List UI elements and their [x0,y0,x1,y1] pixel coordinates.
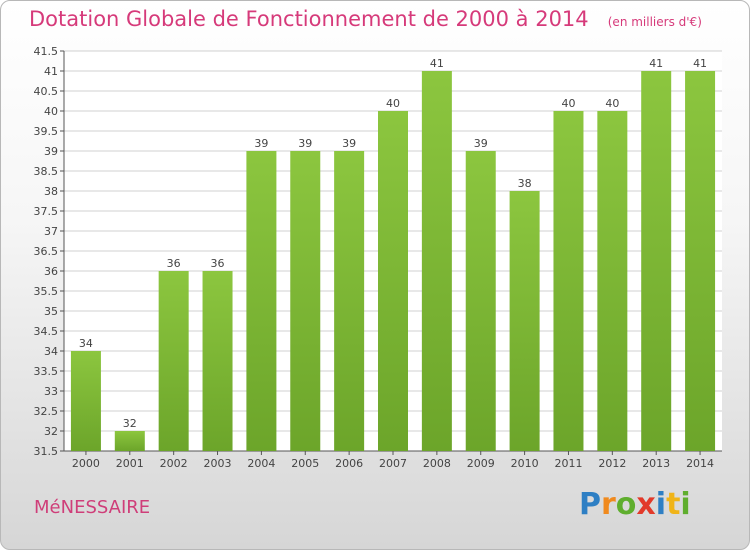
bar-value-label: 34 [79,337,93,350]
y-tick-label: 35.5 [34,285,59,298]
bar-value-label: 32 [123,417,137,430]
y-tick-label: 36.5 [34,245,59,258]
x-tick-label: 2013 [642,457,670,470]
bar-value-label: 39 [342,137,356,150]
bar-value-label: 41 [430,57,444,70]
x-tick-label: 2014 [686,457,714,470]
bar [509,191,540,451]
y-tick-label: 34.5 [34,325,59,338]
proxiti-logo: Proxiti [579,487,691,522]
y-tick-label: 40 [44,105,58,118]
y-tick-label: 33 [44,385,58,398]
y-tick-label: 41 [44,65,58,78]
chart-title: Dotation Globale de Fonctionnement de 20… [29,7,589,31]
y-tick-label: 38.5 [34,165,59,178]
x-tick-label: 2011 [554,457,582,470]
bar [465,151,496,451]
y-tick-label: 34 [44,345,58,358]
y-tick-label: 35 [44,305,58,318]
bar-value-label: 38 [518,177,532,190]
bar [158,271,189,451]
y-tick-label: 32.5 [34,405,59,418]
bar [202,271,233,451]
y-tick-label: 37 [44,225,58,238]
commune-name: MéNESSAIRE [34,497,151,518]
bar [378,111,408,451]
bar-value-label: 40 [561,97,575,110]
chart-subtitle: (en milliers d'€) [607,15,702,29]
bar-value-label: 40 [386,97,400,110]
y-tick-label: 36 [44,265,58,278]
bar [553,111,584,451]
bar-value-label: 41 [649,57,663,70]
bar-value-label: 40 [605,97,619,110]
y-tick-label: 39.5 [34,125,59,138]
x-tick-label: 2005 [291,457,319,470]
x-tick-label: 2007 [379,457,407,470]
x-tick-label: 2008 [423,457,451,470]
x-tick-label: 2000 [72,457,100,470]
title-row: Dotation Globale de Fonctionnement de 20… [29,7,702,31]
bar [685,71,716,451]
x-tick-label: 2012 [598,457,626,470]
y-tick-label: 37.5 [34,205,59,218]
bar-value-label: 39 [298,137,312,150]
bar-value-label: 36 [211,257,225,270]
bar [597,111,628,451]
y-tick-label: 41.5 [34,45,59,58]
bar-value-label: 39 [474,137,488,150]
x-tick-label: 2006 [335,457,363,470]
x-tick-label: 2002 [160,457,188,470]
x-tick-label: 2003 [204,457,232,470]
x-tick-label: 2001 [116,457,144,470]
bar-value-label: 39 [254,137,268,150]
bar [641,71,672,451]
bar [114,431,145,451]
bar [246,151,277,451]
y-tick-label: 32 [44,425,58,438]
bar [334,151,365,451]
x-tick-label: 2009 [467,457,495,470]
bar [70,351,101,451]
y-tick-label: 33.5 [34,365,59,378]
bar-value-label: 36 [167,257,181,270]
y-tick-label: 38 [44,185,58,198]
bar [290,151,321,451]
y-tick-label: 31.5 [34,445,59,458]
y-tick-label: 39 [44,145,58,158]
x-tick-label: 2010 [511,457,539,470]
bar-value-label: 41 [693,57,707,70]
y-tick-label: 40.5 [34,85,59,98]
x-tick-label: 2004 [247,457,275,470]
bar [421,71,452,451]
